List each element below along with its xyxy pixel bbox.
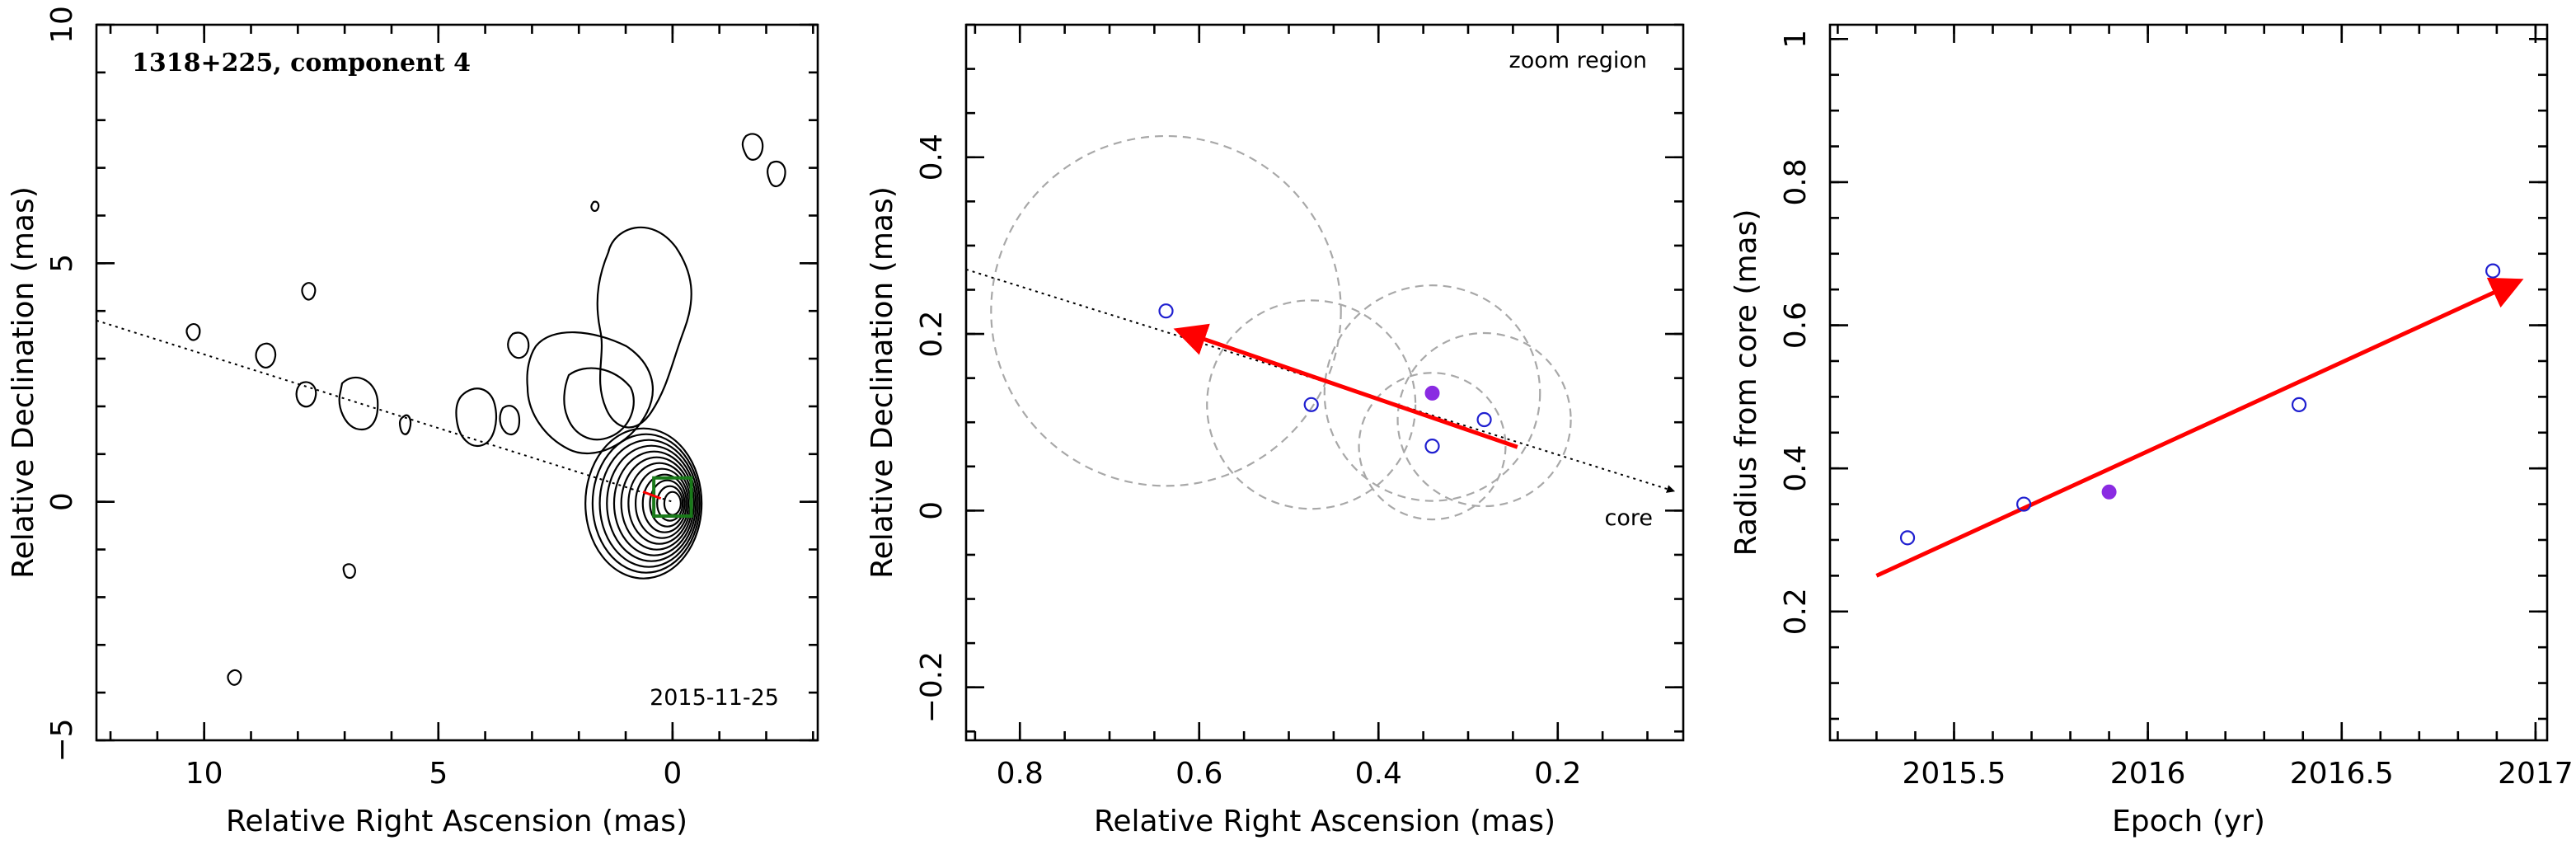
x-tick-label: 0 [663, 757, 682, 791]
right-plot-frame [1828, 23, 2549, 742]
y-tick-label: 1 [1779, 30, 1813, 49]
jet-contour [227, 669, 242, 686]
jet-contour [590, 200, 600, 212]
jet-contour [563, 367, 635, 441]
filled-data-point [1424, 385, 1440, 401]
y-tick-label: −0.2 [915, 651, 949, 723]
radius-fit-arrow [1875, 277, 2524, 578]
jet-contour [526, 331, 654, 455]
jet-contour [338, 376, 379, 431]
open-data-point [1476, 411, 1492, 428]
right-y-axis-label: Radius from core (mas) [1729, 209, 1763, 556]
middle-x-axis-label: Relative Right Ascension (mas) [1094, 805, 1555, 838]
filled-data-point [2101, 484, 2117, 500]
open-data-point [1303, 397, 1319, 412]
motion-fit-arrow [1173, 323, 1518, 449]
x-tick-label: 10 [185, 757, 223, 791]
core-label: core [1605, 505, 1653, 531]
left-axis-ticks [96, 23, 818, 742]
left-panel-contour-map: 10 5 0 −5 0 5 10 1318+225, component 4 2015-11… [7, 6, 819, 838]
x-tick-label: 2017 [2498, 757, 2574, 791]
x-tick-label: 0.6 [1175, 757, 1222, 791]
jet-contour [255, 342, 277, 369]
x-tick-label: 5 [429, 757, 448, 791]
x-tick-label: 0.4 [1355, 757, 1402, 791]
position-error-circle [1206, 299, 1417, 510]
jet-contour [342, 563, 356, 580]
left-x-axis-label: Relative Right Ascension (mas) [226, 805, 687, 838]
jet-contour [741, 133, 764, 161]
component-arrow [642, 491, 662, 500]
core-contour [612, 450, 696, 556]
y-tick-label: 10 [45, 6, 79, 44]
core-contour [584, 427, 703, 580]
jet-axis-line [96, 319, 673, 503]
position-error-circle [1323, 284, 1541, 502]
core-contour [634, 467, 690, 539]
core-contour [663, 491, 682, 516]
x-tick-label: 0.8 [997, 757, 1044, 791]
x-tick-label: 2015.5 [1903, 757, 2006, 791]
core-contour [656, 485, 684, 522]
left-plot-frame [95, 23, 819, 742]
core-contour [641, 473, 687, 533]
open-data-point [1899, 530, 1916, 546]
y-tick-label: 0 [45, 492, 79, 511]
y-tick-label: 0.8 [1779, 158, 1813, 205]
right-tick-labels: 2015.5 2016 2016.5 2017 0.2 0.4 0.6 0.8 1 [1779, 30, 2574, 791]
y-tick-label: 0.4 [1779, 445, 1813, 492]
core-contour [591, 433, 701, 574]
left-panel-title: 1318+225, component 4 [132, 49, 471, 77]
y-tick-label: 0.2 [1779, 588, 1813, 635]
jet-contour [185, 322, 201, 341]
position-error-circle [1358, 372, 1507, 521]
y-tick-label: 0.4 [915, 134, 949, 181]
right-panel-radius-vs-epoch: 2015.5 2016 2016.5 2017 0.2 0.4 0.6 0.8 1 Epoch … [1729, 23, 2574, 838]
left-tick-labels: 10 5 0 −5 0 5 10 [45, 6, 682, 791]
middle-plot-frame [964, 23, 1685, 742]
radius-data [1875, 263, 2524, 578]
middle-axis-ticks [966, 23, 1683, 740]
core-contour [598, 439, 699, 568]
core-contour [606, 444, 697, 562]
jet-contour [398, 414, 412, 435]
jet-contour [499, 405, 521, 435]
zoom-content [965, 134, 1676, 521]
middle-y-axis-label: Relative Declination (mas) [866, 186, 899, 579]
left-panel-date: 2015-11-25 [650, 685, 779, 711]
open-data-point [2291, 397, 2307, 413]
left-y-axis-label: Relative Declination (mas) [7, 186, 40, 579]
open-data-point [1158, 303, 1174, 319]
y-tick-label: 5 [45, 254, 79, 273]
open-data-point [1424, 439, 1440, 454]
jet-contour [455, 387, 497, 448]
jet-contour [301, 282, 317, 301]
jet-contour [596, 226, 692, 429]
x-tick-label: 0.2 [1534, 757, 1581, 791]
x-tick-label: 2016 [2110, 757, 2186, 791]
y-tick-label: 0.2 [915, 310, 949, 357]
zoom-region-label: zoom region [1509, 48, 1647, 73]
position-error-circle [990, 134, 1342, 487]
open-data-point [2485, 263, 2501, 279]
open-data-point [2016, 496, 2032, 512]
y-tick-label: 0.6 [1779, 302, 1813, 349]
right-axis-ticks [1830, 25, 2547, 740]
y-tick-label: 0 [915, 501, 949, 520]
core-contour [649, 479, 686, 528]
position-error-circle [1396, 331, 1572, 508]
jet-contour [295, 381, 317, 408]
middle-tick-labels: 0.8 0.6 0.4 0.2 −0.2 0 0.2 0.4 [915, 134, 1581, 791]
middle-panel-zoom: 0.8 0.6 0.4 0.2 −0.2 0 0.2 0.4 zoom region core… [866, 23, 1685, 838]
x-tick-label: 2016.5 [2290, 757, 2394, 791]
y-tick-label: −5 [45, 718, 79, 762]
radio-contours [96, 133, 786, 686]
right-x-axis-label: Epoch (yr) [2112, 805, 2265, 838]
jet-contour [767, 160, 786, 188]
jet-contour [507, 331, 530, 359]
